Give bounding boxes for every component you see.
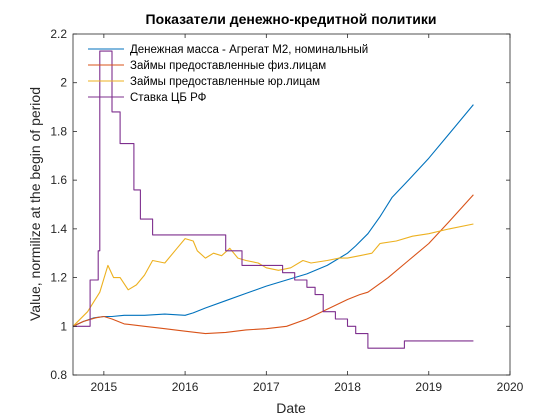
series-line-2 bbox=[72, 194, 474, 335]
y-tick-label: 1.4 bbox=[50, 222, 67, 236]
x-axis-label: Date bbox=[276, 400, 306, 416]
x-tick-label: 2020 bbox=[497, 380, 524, 394]
legend-entry: Денежная масса - Агрегат М2, номинальный bbox=[130, 44, 368, 56]
y-axis-ticks: 0.8 1 1.2 1.4 1.6 1.8 2 2.2 bbox=[50, 27, 510, 382]
legend-entry: Ставка ЦБ РФ bbox=[130, 92, 207, 104]
series-layer bbox=[72, 50, 474, 349]
chart-title: Показатели денежно-кредитной политики bbox=[146, 11, 437, 27]
legend-entry: Займы предоставленные юр.лицам bbox=[130, 76, 320, 88]
y-tick-label: 1.8 bbox=[50, 124, 67, 138]
y-axis-label: Value, normilize at the begin of period bbox=[27, 87, 43, 321]
x-tick-label: 2018 bbox=[334, 380, 361, 394]
y-tick-label: 0.8 bbox=[50, 368, 67, 382]
x-tick-label: 2016 bbox=[172, 380, 199, 394]
plot-background bbox=[73, 34, 510, 375]
legend-entry: Займы предоставленные физ.лицам bbox=[130, 60, 326, 72]
series-line-3 bbox=[72, 223, 474, 327]
legend: Денежная масса - Агрегат М2, номинальный… bbox=[88, 44, 368, 104]
x-axis-ticks: 2015 2016 2017 2018 2019 2020 bbox=[91, 34, 524, 394]
series-line-4 bbox=[73, 50, 474, 349]
series-line-1 bbox=[72, 104, 474, 327]
y-tick-label: 1.6 bbox=[50, 173, 67, 187]
y-tick-label: 1.2 bbox=[50, 271, 67, 285]
plot-box bbox=[72, 33, 511, 376]
x-tick-label: 2017 bbox=[253, 380, 280, 394]
y-tick-label: 2 bbox=[60, 76, 67, 90]
x-tick-label: 2015 bbox=[91, 380, 118, 394]
y-tick-label: 2.2 bbox=[50, 27, 67, 41]
y-tick-label: 1 bbox=[60, 319, 67, 333]
x-tick-label: 2019 bbox=[415, 380, 442, 394]
